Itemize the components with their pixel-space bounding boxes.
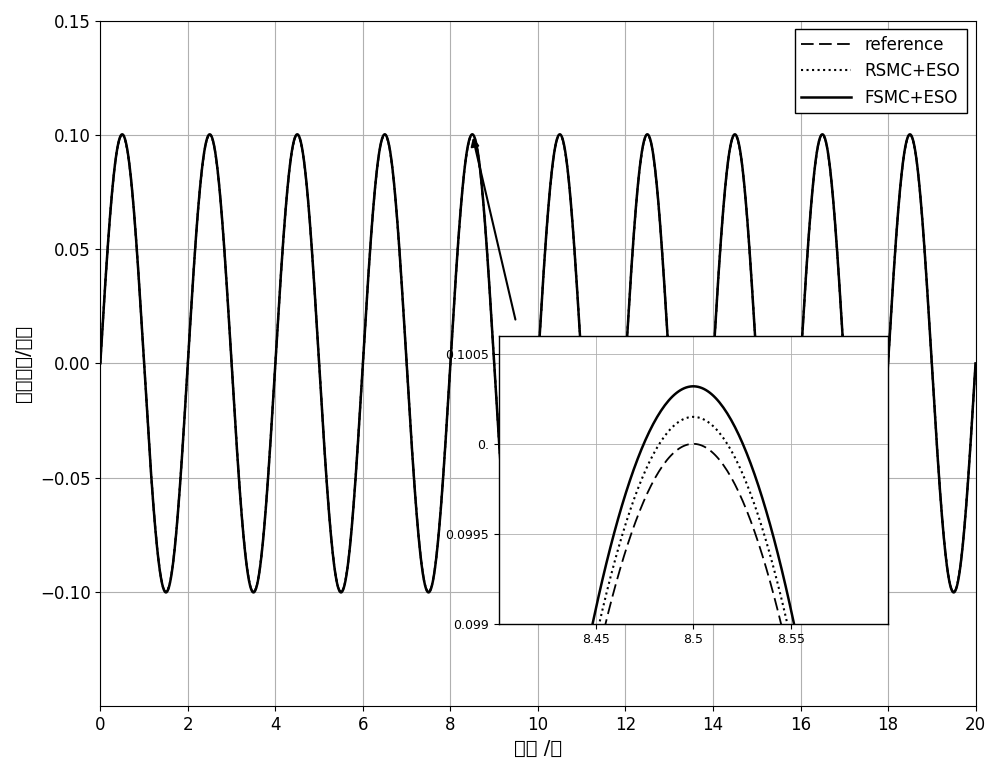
reference [948,587,960,596]
Y-axis label: 跟踪轨迹/弧度: 跟踪轨迹/弧度 [14,325,33,402]
X-axis label: 时间 /秒: 时间 /秒 [514,739,562,758]
reference [624,290,636,300]
RSMC+ESO [624,290,636,300]
RSMC+ESO [948,587,960,597]
Legend: reference, RSMC+ESO, FSMC+ESO: reference, RSMC+ESO, FSMC+ESO [795,29,967,113]
Line: RSMC+ESO: RSMC+ESO [100,134,976,592]
RSMC+ESO [116,130,128,139]
RSMC+ESO [508,586,520,595]
FSMC+ESO [94,359,106,368]
reference [116,130,128,140]
reference [94,359,106,368]
Line: reference: reference [100,135,976,591]
FSMC+ESO [624,290,636,300]
FSMC+ESO [312,348,324,357]
FSMC+ESO [721,164,733,174]
RSMC+ESO [913,176,925,185]
reference [721,165,733,174]
FSMC+ESO [948,587,960,597]
FSMC+ESO [913,175,925,185]
RSMC+ESO [312,348,324,357]
RSMC+ESO [94,359,106,368]
reference [913,176,925,185]
reference [312,348,324,357]
reference [508,585,520,594]
FSMC+ESO [116,130,128,139]
RSMC+ESO [970,359,982,368]
Line: FSMC+ESO: FSMC+ESO [100,134,976,592]
reference [656,249,668,258]
RSMC+ESO [656,249,668,258]
FSMC+ESO [508,586,520,595]
RSMC+ESO [721,165,733,174]
FSMC+ESO [656,248,668,257]
FSMC+ESO [970,359,982,368]
reference [970,359,982,368]
